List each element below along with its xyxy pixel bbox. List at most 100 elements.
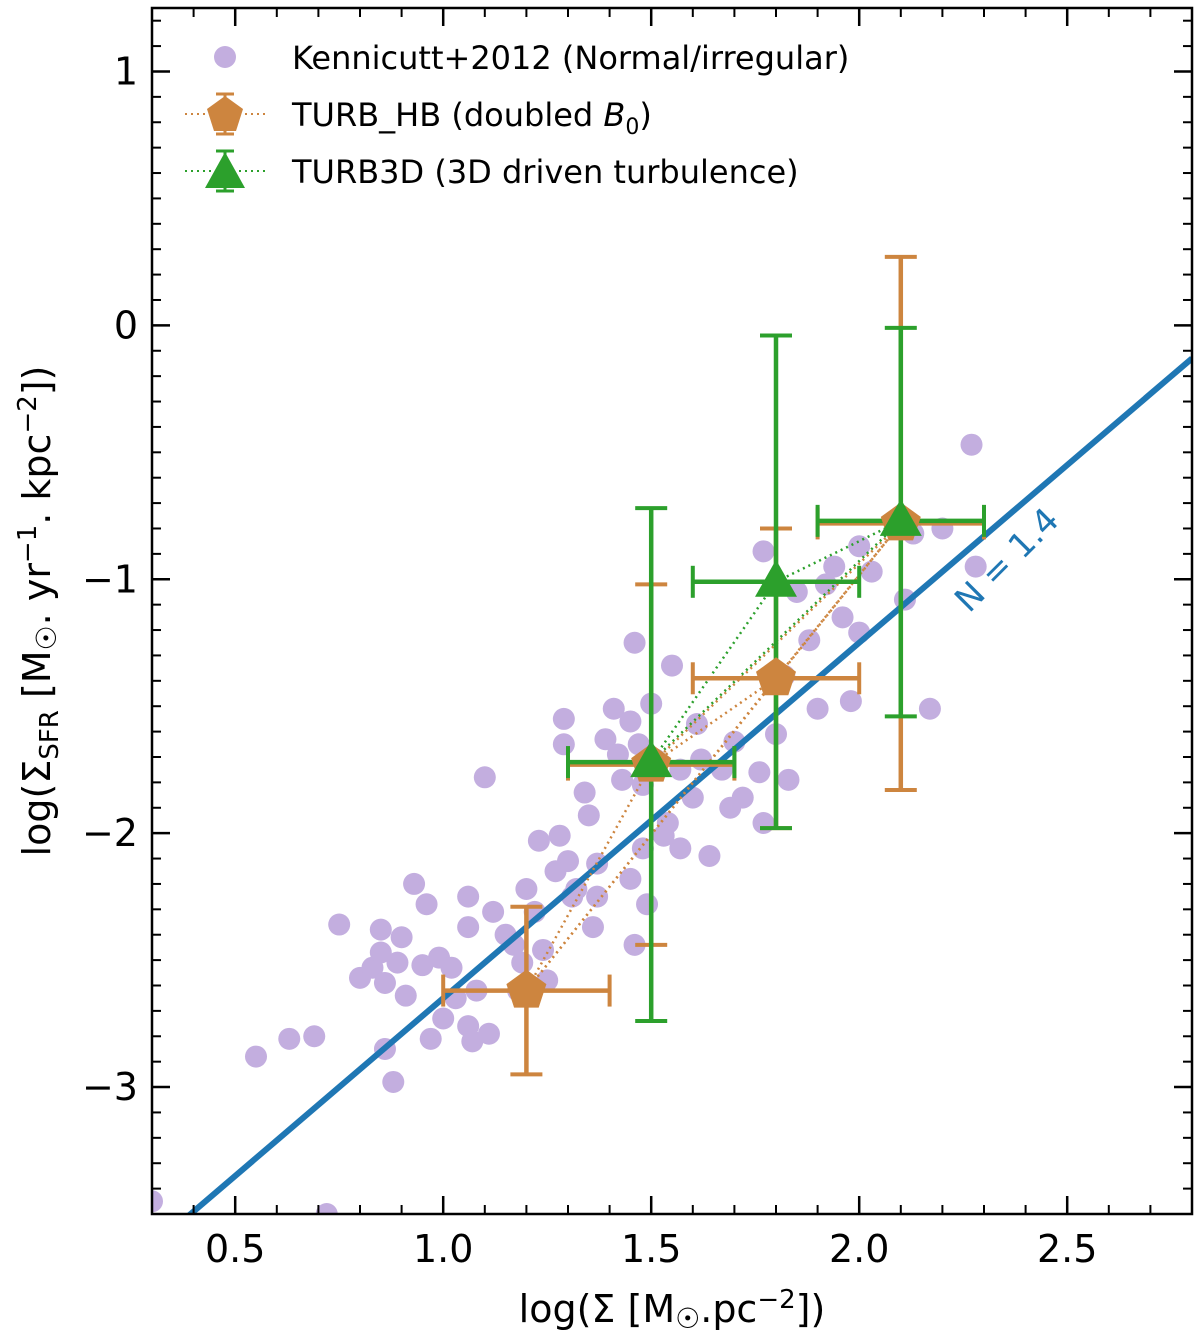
y-title-mid3: . kpc <box>15 434 59 525</box>
kennicutt-scatter-layer <box>152 433 987 1214</box>
kennicutt-point <box>577 804 600 827</box>
kennicutt-point <box>619 710 642 733</box>
kennicutt-point <box>964 555 987 578</box>
kennicutt-point <box>690 748 713 771</box>
kennicutt-point <box>477 1022 500 1045</box>
kennicutt-point <box>806 697 829 720</box>
x-title-mid: .pc <box>700 1287 757 1331</box>
kennicutt-point <box>390 926 413 949</box>
kennicutt-point <box>623 631 646 654</box>
kennicutt-point <box>698 845 721 868</box>
kennicutt-point <box>636 893 659 916</box>
kennicutt-point <box>611 768 634 791</box>
kennicutt-point <box>619 867 642 890</box>
turb-hb-connector <box>650 522 902 766</box>
kennicutt-point <box>748 761 771 784</box>
kennicutt-point <box>960 433 983 456</box>
kennicutt-point <box>557 850 579 873</box>
kennicutt-point <box>457 916 480 939</box>
turb3d-marker <box>879 498 922 536</box>
turb3d-connector <box>650 581 778 763</box>
errorbar-layer <box>441 254 986 1077</box>
turb3d-marker <box>630 740 673 778</box>
y-title-end: ]) <box>15 366 59 396</box>
turb3d-connector <box>650 519 902 763</box>
y-title-sup2: −2 <box>13 395 43 433</box>
kennicutt-point <box>839 690 862 713</box>
y-title-mid2: . yr <box>15 563 59 626</box>
kennicutt-point <box>457 885 480 908</box>
kennicutt-point <box>440 956 463 979</box>
kennicutt-point <box>245 1045 267 1068</box>
kennicutt-point <box>831 606 854 629</box>
kennicutt-point <box>482 900 505 923</box>
kennicutt-point <box>661 654 683 677</box>
kennicutt-point <box>848 535 871 558</box>
legend-turb-hb-sub: 0 <box>625 115 639 140</box>
kennicutt-point <box>656 812 679 835</box>
y-title-mid1: [M <box>15 650 59 710</box>
fit-line <box>186 356 1192 1214</box>
kennicutt-point <box>581 916 604 939</box>
kennicutt-point <box>415 893 438 916</box>
kennicutt-point <box>382 1070 405 1093</box>
connector-lines-layer <box>525 519 902 992</box>
x-tick-label: 2.5 <box>1037 1227 1097 1271</box>
kennicutt-point <box>823 555 846 578</box>
x-tick-label: 0.5 <box>205 1227 265 1271</box>
kennicutt-point <box>548 824 571 847</box>
legend-turb-hb-end: ) <box>639 96 651 134</box>
kennicutt-point <box>278 1027 301 1050</box>
turb-hb-marker <box>756 657 796 696</box>
y-axis-title: log(ΣSFR [M☉. yr−1. kpc−2]) <box>13 366 65 857</box>
y-title-sup1: −1 <box>13 525 43 563</box>
y-title-prefix: log(Σ <box>15 760 59 857</box>
x-tick-label: 1.0 <box>413 1227 473 1271</box>
legend-turb3d-label: TURB3D (3D driven turbulence) <box>291 153 799 191</box>
legend-turb-hb-label: TURB_HB (doubled B0) <box>291 96 652 140</box>
kennicutt-point <box>573 781 596 804</box>
legend-turb-hb-italic: B <box>603 96 625 134</box>
kennicutt-point <box>586 885 609 908</box>
kennicutt-point <box>386 951 409 974</box>
legend-kennicutt-marker <box>214 46 236 68</box>
kennicutt-point <box>152 1190 163 1213</box>
kennicutt-point <box>511 951 534 974</box>
kennicutt-point <box>685 712 708 735</box>
legend-turb-hb-marker <box>185 92 265 136</box>
kennicutt-point <box>785 580 808 603</box>
axis-ticks-layer: 0.5 1.0 1.5 2.0 2.5 1 0 −1 −2 −3 <box>82 8 1193 1271</box>
y-tick-label: −2 <box>82 811 138 855</box>
kennicutt-point <box>918 697 941 720</box>
kennicutt-point <box>623 933 646 956</box>
kennicutt-point <box>669 837 692 860</box>
kennicutt-point <box>532 938 555 961</box>
kennicutt-point <box>411 954 434 977</box>
turb-hb-connector <box>525 522 902 992</box>
kennicutt-point <box>552 707 575 730</box>
x-tick-label: 2.0 <box>829 1227 889 1271</box>
fit-line-layer <box>186 356 1192 1214</box>
kennicutt-point <box>527 829 550 852</box>
y-tick-label: −1 <box>82 557 138 601</box>
turb-hb-connector <box>525 764 653 992</box>
kennicutt-point <box>403 872 426 895</box>
x-title-prefix: log(Σ [M <box>519 1287 675 1331</box>
kennicutt-point <box>303 1025 326 1048</box>
kennicutt-point <box>777 768 800 791</box>
turb-hb-connector <box>650 677 777 766</box>
kennicutt-point <box>369 918 392 941</box>
kennicutt-point <box>315 1203 338 1214</box>
kennicutt-point <box>594 728 617 751</box>
turb3d-marker <box>755 559 797 597</box>
turb3d-connector <box>775 519 902 583</box>
kennicutt-point <box>731 786 754 809</box>
turb-hb-marker <box>506 969 547 1008</box>
kennicutt-point <box>552 733 575 756</box>
legend-turb3d-marker <box>185 149 265 193</box>
kennicutt-point <box>461 1030 484 1053</box>
x-title-sup: −2 <box>757 1285 795 1315</box>
kennicutt-point <box>369 941 392 964</box>
kennicutt-point <box>419 1027 442 1050</box>
